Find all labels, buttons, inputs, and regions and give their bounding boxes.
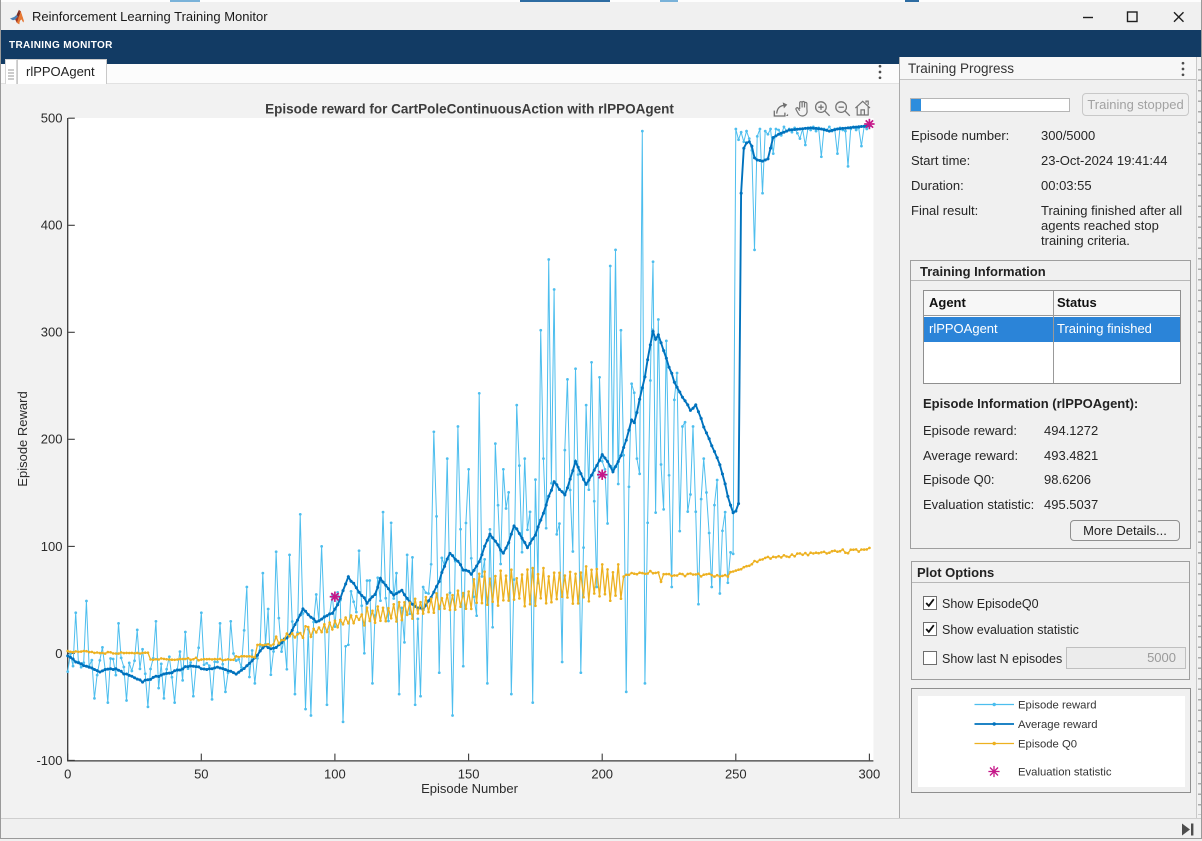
svg-text:300: 300: [859, 767, 881, 782]
svg-text:Episode reward for CartPoleCon: Episode reward for CartPoleContinuousAct…: [265, 102, 674, 117]
svg-text:Episode reward: Episode reward: [1018, 699, 1097, 711]
svg-text:200: 200: [591, 767, 613, 782]
svg-text:50: 50: [194, 767, 208, 782]
svg-text:100: 100: [41, 539, 63, 554]
svg-text:0: 0: [64, 767, 71, 782]
svg-text:500: 500: [41, 111, 63, 126]
svg-text:Episode Number: Episode Number: [421, 781, 518, 796]
svg-text:200: 200: [41, 432, 63, 447]
svg-text:300: 300: [41, 325, 63, 340]
svg-text:100: 100: [324, 767, 346, 782]
svg-text:400: 400: [41, 218, 63, 233]
svg-text:Average reward: Average reward: [1018, 719, 1098, 731]
svg-text:250: 250: [725, 767, 747, 782]
svg-text:Evaluation statistic: Evaluation statistic: [1018, 766, 1112, 778]
svg-text:150: 150: [458, 767, 480, 782]
svg-text:Episode Reward: Episode Reward: [15, 391, 30, 486]
svg-text:Episode Q0: Episode Q0: [1018, 738, 1077, 750]
svg-text:-100: -100: [36, 753, 62, 768]
svg-text:0: 0: [55, 646, 62, 661]
